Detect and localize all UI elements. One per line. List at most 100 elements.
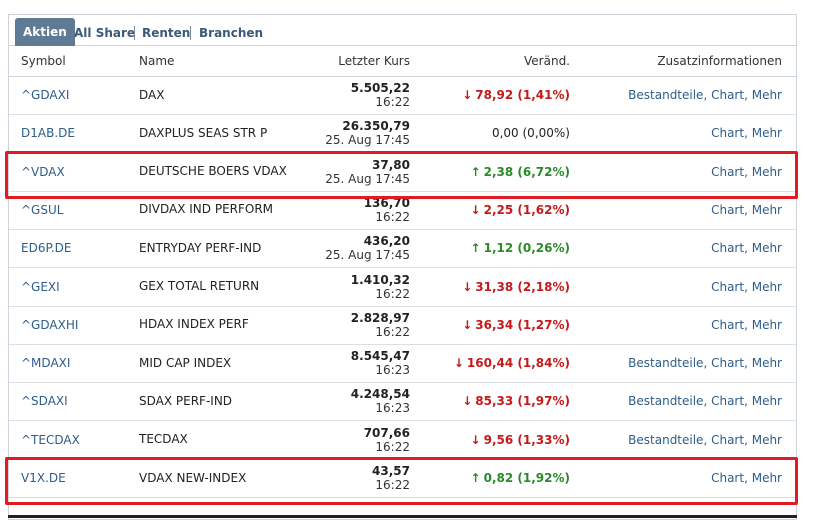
chart-link[interactable]: Chart xyxy=(711,394,745,409)
arrow-down-icon: ↓ xyxy=(470,202,481,217)
link-separator: , xyxy=(703,432,712,447)
symbol-link[interactable]: ED6P.DE xyxy=(21,241,72,256)
table-row: ^TECDAX TECDAX 707,66 16:22 ↓ 9,56 (1,33%) Bes… xyxy=(9,421,796,460)
arrow-down-icon: ↓ xyxy=(462,317,473,332)
index-name-text: ENTRYDAY PERF-IND xyxy=(139,240,262,255)
additional-info: Bestandteile, Chart, Mehr xyxy=(628,76,782,114)
additional-info: Chart, Mehr xyxy=(711,306,782,344)
symbol-link[interactable]: ^GDAXI xyxy=(21,88,70,102)
index-name-text: HDAX INDEX PERF xyxy=(139,317,249,332)
symbol-link[interactable]: ^GDAXHI xyxy=(21,317,79,332)
chart-link[interactable]: Chart xyxy=(711,241,745,256)
price-time: 16:23 xyxy=(375,401,410,416)
index-name-text: SDAX PERF-IND xyxy=(139,393,233,408)
link-separator: , xyxy=(703,394,712,409)
symbol-link[interactable]: D1AB.DE xyxy=(21,126,75,141)
symbol-link[interactable]: ^TECDAX xyxy=(21,432,80,447)
symbol-link[interactable]: ^SDAXI xyxy=(21,394,68,409)
link-separator: , xyxy=(744,471,752,485)
mehr-link[interactable]: Mehr xyxy=(751,317,782,332)
price-time: 16:22 xyxy=(375,478,410,492)
tab-branchen[interactable]: Branchen xyxy=(199,26,264,40)
tab-aktien[interactable]: Aktien xyxy=(15,18,75,46)
index-name: DAXPLUS SEAS STR P xyxy=(139,114,319,152)
chart-link[interactable]: Chart xyxy=(711,164,745,179)
mehr-link[interactable]: Mehr xyxy=(751,88,782,102)
link-separator: , xyxy=(744,126,752,141)
mehr-link[interactable]: Mehr xyxy=(751,126,782,141)
arrow-up-icon: ↑ xyxy=(470,164,481,179)
column-header-name: Name xyxy=(139,54,175,68)
highlight-box xyxy=(5,457,798,506)
price-time: 16:22 xyxy=(375,324,410,339)
change-text: 2,38 (6,72%) xyxy=(483,164,570,179)
price-value: 37,80 xyxy=(372,157,410,172)
index-name: MID CAP INDEX xyxy=(139,344,319,382)
table-row: D1AB.DE DAXPLUS SEAS STR P 26.350,79 25. Au… xyxy=(9,114,796,154)
chart-link[interactable]: Chart xyxy=(711,126,745,141)
change-value: ↓ 85,33 (1,97%) xyxy=(462,382,570,420)
price-value: 5.505,22 xyxy=(350,81,410,95)
change-text: 31,38 (2,18%) xyxy=(475,279,570,294)
link-separator: , xyxy=(744,279,752,294)
chart-link[interactable]: Chart xyxy=(711,202,745,217)
change-value: ↓ 160,44 (1,84%) xyxy=(454,344,570,382)
bestandteile-link[interactable]: Bestandteile xyxy=(628,356,704,371)
index-name: DAX xyxy=(139,76,319,114)
price-value: 436,20 xyxy=(363,234,410,249)
index-table-panel: Aktien All Share Renten Branchen Symbol … xyxy=(8,14,797,520)
mehr-link[interactable]: Mehr xyxy=(751,202,782,217)
chart-link[interactable]: Chart xyxy=(711,279,745,294)
tab-all-share[interactable]: All Share xyxy=(74,26,136,40)
change-value: ↑ 0,82 (1,92%) xyxy=(471,459,570,497)
index-name-text: DAXPLUS SEAS STR P xyxy=(139,125,268,140)
column-header-symbol: Symbol xyxy=(21,54,66,68)
chart-link[interactable]: Chart xyxy=(711,432,745,447)
arrow-up-icon: ↑ xyxy=(470,471,481,485)
additional-info: Chart, Mehr xyxy=(711,153,782,191)
additional-info: Chart, Mehr xyxy=(711,459,782,497)
mehr-link[interactable]: Mehr xyxy=(751,164,782,179)
tab-renten[interactable]: Renten xyxy=(142,26,191,40)
index-name-text: MID CAP INDEX xyxy=(139,355,232,370)
change-text: 9,56 (1,33%) xyxy=(483,432,570,447)
table-header: Symbol Name Letzter Kurs Veränd. Zusatzi… xyxy=(9,46,796,77)
table-row: ^SDAXI SDAX PERF-IND 4.248,54 16:23 ↓ 85,33 (… xyxy=(9,382,796,422)
mehr-link[interactable]: Mehr xyxy=(751,241,782,256)
price-value: 8.545,47 xyxy=(350,349,410,364)
chart-link[interactable]: Chart xyxy=(711,317,745,332)
link-separator: , xyxy=(703,356,712,371)
price-time: 16:22 xyxy=(375,95,410,109)
symbol-link[interactable]: ^MDAXI xyxy=(21,356,71,371)
last-price: 26.350,79 25. Aug 17:45 xyxy=(325,114,410,152)
mehr-link[interactable]: Mehr xyxy=(751,394,782,409)
symbol-link[interactable]: ^VDAX xyxy=(21,164,65,179)
chart-link[interactable]: Chart xyxy=(711,88,745,102)
price-value: 1.410,32 xyxy=(350,272,410,287)
link-separator: , xyxy=(744,164,752,179)
chart-link[interactable]: Chart xyxy=(711,471,745,485)
change-value: ↑ 1,12 (0,26%) xyxy=(471,229,570,267)
bestandteile-link[interactable]: Bestandteile xyxy=(628,432,704,447)
mehr-link[interactable]: Mehr xyxy=(751,279,782,294)
link-separator: , xyxy=(744,356,752,371)
tab-bar: Aktien All Share Renten Branchen xyxy=(9,14,796,46)
link-separator: , xyxy=(744,202,752,217)
last-price: 707,66 16:22 xyxy=(364,421,410,459)
mehr-link[interactable]: Mehr xyxy=(751,471,782,485)
index-name-text: DAX xyxy=(139,87,165,102)
symbol-link[interactable]: V1X.DE xyxy=(21,471,66,485)
price-time: 25. Aug 17:45 xyxy=(325,133,410,148)
index-name-text: TECDAX xyxy=(139,432,188,447)
price-time: 16:22 xyxy=(375,209,410,224)
symbol-link[interactable]: ^GSUL xyxy=(21,202,64,217)
mehr-link[interactable]: Mehr xyxy=(751,356,782,371)
chart-link[interactable]: Chart xyxy=(711,356,745,371)
link-separator: , xyxy=(744,394,752,409)
table-row: ED6P.DE ENTRYDAY PERF-IND 436,20 25. Aug 17… xyxy=(9,229,796,269)
symbol-link[interactable]: ^GEXI xyxy=(21,279,60,294)
mehr-link[interactable]: Mehr xyxy=(751,432,782,447)
bestandteile-link[interactable]: Bestandteile xyxy=(628,394,704,409)
bestandteile-link[interactable]: Bestandteile xyxy=(628,88,704,102)
last-price: 4.248,54 16:23 xyxy=(351,382,410,420)
